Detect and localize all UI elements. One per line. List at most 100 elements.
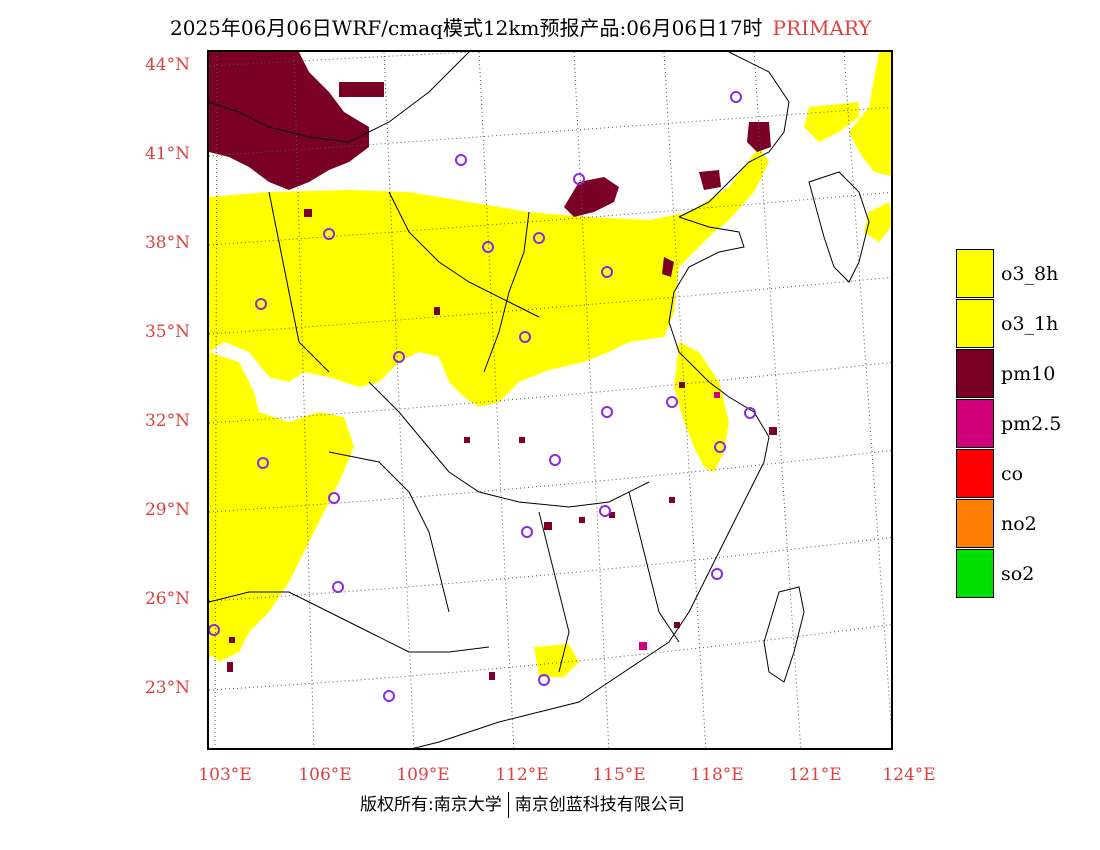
o3-east-china bbox=[674, 342, 729, 472]
legend-label: pm2.5 bbox=[1001, 413, 1062, 435]
legend-label: co bbox=[1001, 463, 1024, 485]
lon-label-106: 106°E bbox=[298, 765, 352, 785]
pollution-dots bbox=[227, 209, 777, 680]
lat-label-41: 41°N bbox=[144, 144, 190, 164]
city-marker bbox=[257, 457, 269, 469]
legend-item-no2: no2 bbox=[956, 499, 1086, 549]
pm10-dot bbox=[464, 437, 470, 443]
pm10-beijing bbox=[564, 177, 619, 217]
o3-northeast-corner bbox=[849, 52, 891, 177]
boundaries bbox=[209, 52, 870, 748]
legend-label: so2 bbox=[1001, 563, 1035, 585]
legend-swatch bbox=[956, 499, 994, 548]
city-marker bbox=[714, 441, 726, 453]
copyright: 版权所有:南京大学 南京创蓝科技有限公司 bbox=[360, 790, 685, 818]
legend-swatch bbox=[956, 249, 994, 298]
legend-swatch bbox=[956, 399, 994, 448]
city-marker bbox=[255, 298, 267, 310]
legend-label: o3_1h bbox=[1001, 313, 1059, 335]
lon-label-124: 124°E bbox=[882, 765, 936, 785]
pm10-dot bbox=[674, 622, 680, 628]
copyright-left: 版权所有:南京大学 bbox=[360, 795, 502, 815]
pm10-dot bbox=[304, 209, 312, 217]
legend-swatch bbox=[956, 349, 994, 398]
pm10-inner-mongolia bbox=[209, 52, 369, 190]
pm10-dot bbox=[544, 522, 552, 530]
lon-label-103: 103°E bbox=[198, 765, 252, 785]
legend-swatch bbox=[956, 449, 994, 498]
o3-north-band bbox=[209, 147, 769, 407]
pm10-hebei-east bbox=[699, 170, 721, 190]
lat-label-29: 29°N bbox=[144, 500, 190, 520]
province-line bbox=[328, 451, 450, 613]
legend-item-so2: so2 bbox=[956, 549, 1086, 599]
province-line bbox=[388, 191, 540, 318]
pm10-mongolia-strip bbox=[339, 82, 384, 97]
forecast-map bbox=[207, 50, 893, 750]
legend-swatch bbox=[956, 549, 994, 598]
map-canvas bbox=[209, 52, 891, 748]
city-marker bbox=[482, 241, 494, 253]
province-line bbox=[209, 591, 490, 653]
lat-label-32: 32°N bbox=[144, 411, 190, 431]
province-line bbox=[268, 191, 330, 373]
pm10-dot bbox=[579, 517, 585, 523]
o3-regions bbox=[209, 52, 891, 677]
lon-label-112: 112°E bbox=[495, 765, 549, 785]
lat-label-23: 23°N bbox=[144, 678, 190, 698]
o3-shandong-spot bbox=[864, 202, 891, 242]
city-marker bbox=[538, 674, 550, 686]
pm10-dot bbox=[609, 512, 615, 518]
legend-item-o3-8h: o3_8h bbox=[956, 249, 1086, 299]
pm10-dot bbox=[229, 637, 235, 643]
city-marker bbox=[393, 351, 405, 363]
city-marker bbox=[383, 690, 395, 702]
taiwan-outline bbox=[763, 586, 805, 683]
city-marker bbox=[332, 581, 344, 593]
pm2.5-dot bbox=[714, 392, 720, 398]
pm10-regions bbox=[209, 52, 771, 277]
city-marker bbox=[730, 91, 742, 103]
border-northeast bbox=[678, 52, 790, 218]
legend-item-co: co bbox=[956, 449, 1086, 499]
city-marker bbox=[549, 454, 561, 466]
lat-label-26: 26°N bbox=[144, 589, 190, 609]
legend-label: o3_8h bbox=[1001, 263, 1059, 285]
province-line bbox=[368, 381, 650, 508]
o3-guangdong bbox=[534, 644, 579, 677]
pm10-dot bbox=[769, 427, 777, 435]
city-marker bbox=[666, 396, 678, 408]
legend-item-o3-1h: o3_1h bbox=[956, 299, 1086, 349]
pm10-dot bbox=[434, 307, 440, 315]
lon-label-118: 118°E bbox=[690, 765, 744, 785]
city-marker bbox=[521, 526, 533, 538]
korea-outline bbox=[808, 171, 870, 283]
city-marker bbox=[323, 228, 335, 240]
lat-label-44: 44°N bbox=[144, 55, 190, 75]
legend-item-pm10: pm10 bbox=[956, 349, 1086, 399]
pm10-dot bbox=[679, 382, 685, 388]
pm10-liaoning-strip bbox=[747, 122, 771, 152]
pm10-dot bbox=[489, 672, 495, 680]
pm10-dot bbox=[227, 662, 233, 672]
city-markers bbox=[209, 91, 756, 702]
pm10-dot bbox=[669, 497, 675, 503]
province-line bbox=[483, 211, 530, 373]
city-marker bbox=[328, 492, 340, 504]
legend-label: no2 bbox=[1001, 513, 1037, 535]
province-line bbox=[538, 511, 570, 673]
title-tag: PRIMARY bbox=[772, 16, 872, 40]
city-marker bbox=[455, 154, 467, 166]
pm2.5-dot bbox=[639, 642, 647, 650]
pm10-jiangsu bbox=[662, 257, 674, 277]
city-marker bbox=[711, 568, 723, 580]
o3-sichuan bbox=[209, 352, 354, 657]
legend-label: pm10 bbox=[1001, 363, 1056, 385]
city-marker bbox=[573, 173, 585, 185]
coast-east bbox=[412, 216, 770, 748]
pm10-dot bbox=[519, 437, 525, 443]
lon-label-109: 109°E bbox=[396, 765, 450, 785]
border-north bbox=[209, 52, 470, 143]
lat-label-35: 35°N bbox=[144, 322, 190, 342]
lat-label-38: 38°N bbox=[144, 233, 190, 253]
